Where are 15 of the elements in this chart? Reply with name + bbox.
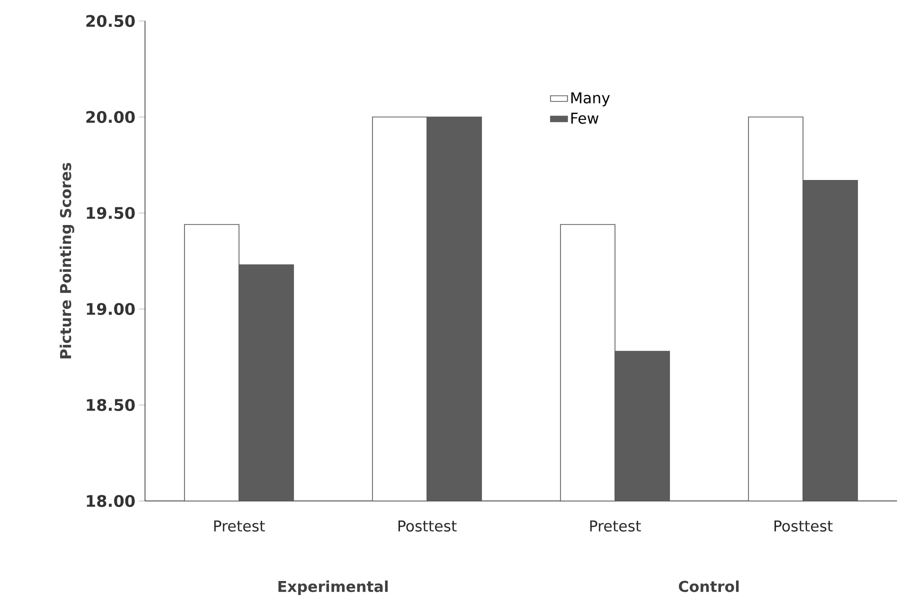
y-tick-label: 20.00 [86,110,135,124]
y-tick-label: 20.50 [86,14,135,28]
x-tick-label: Posttest [774,520,833,532]
y-tick-label: 18.50 [86,398,135,412]
text: Experimental [278,580,388,595]
y-tick-label: 18.00 [86,494,135,508]
legend-label: Few [571,112,598,124]
y-tick-label: 19.50 [86,206,135,220]
text: Control [678,580,739,592]
y-tick-label: 19.00 [86,302,135,316]
y-axis-title: Picture Pointing Scores [60,162,74,358]
x-tick-label: Posttest [398,520,457,532]
x-tick-label: Pretest [214,520,265,532]
legend-label: Many [571,92,610,106]
x-tick-label: Pretest [590,520,641,532]
